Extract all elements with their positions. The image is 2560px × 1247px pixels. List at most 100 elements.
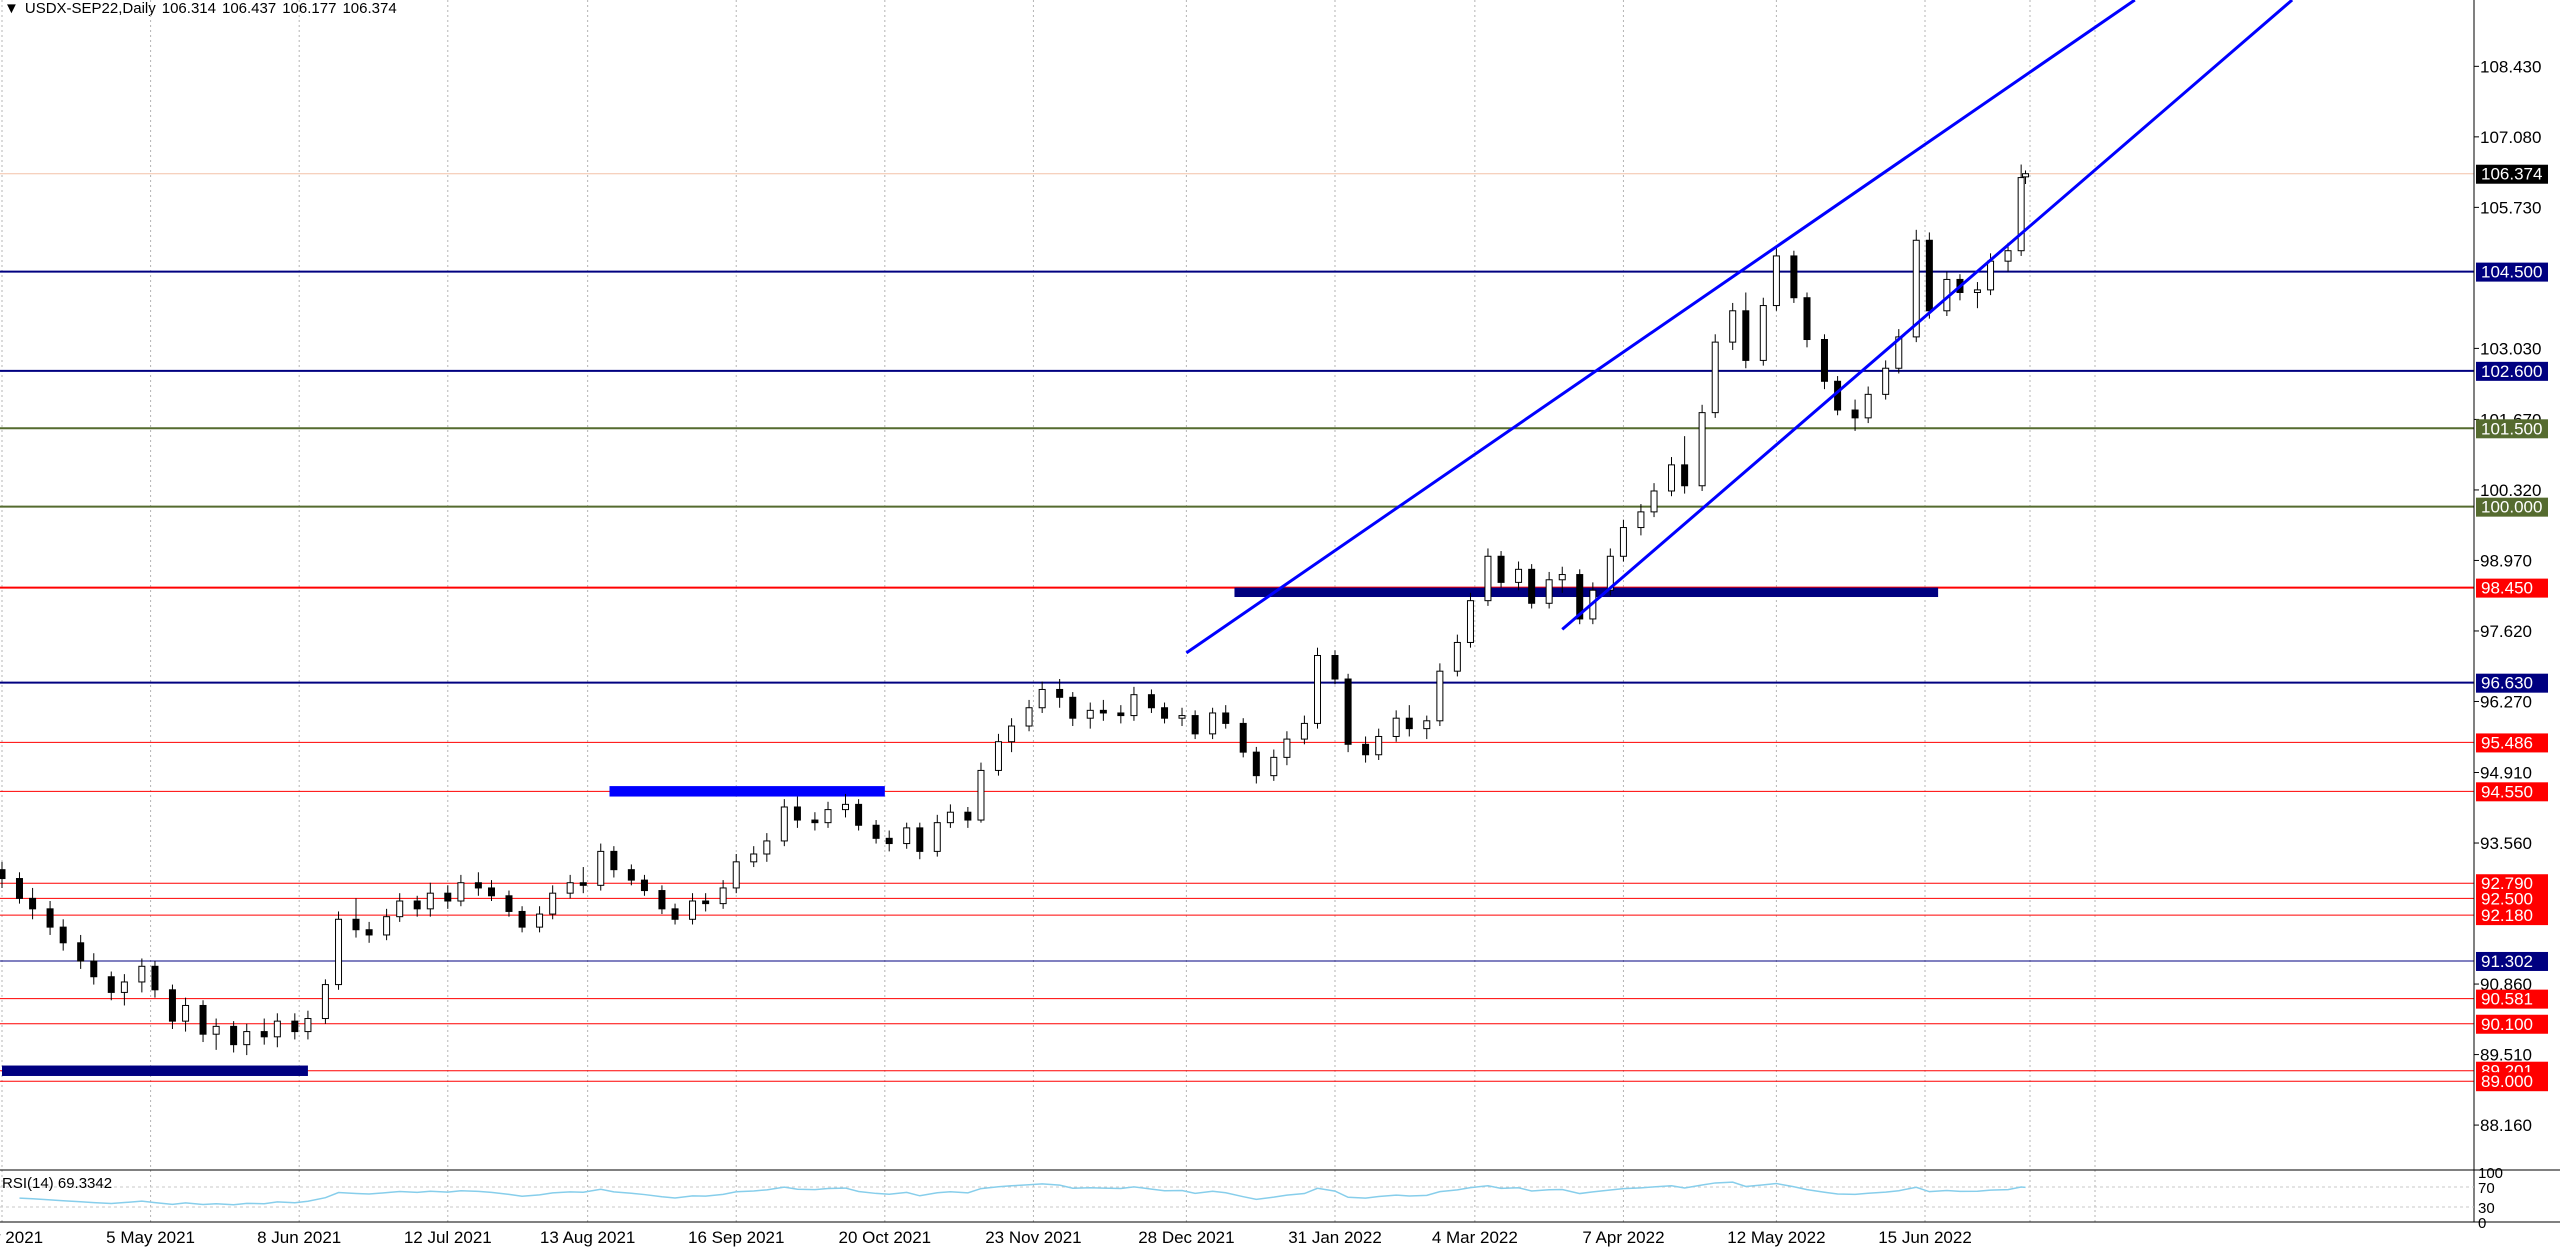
- candle-body: [0, 869, 6, 880]
- candle: [77, 934, 85, 969]
- candle: [212, 1018, 220, 1050]
- candle-body: [994, 741, 1002, 771]
- candle: [627, 864, 635, 886]
- price-tick-label: 100.320: [2480, 481, 2541, 500]
- level-price-label-bg: [2476, 578, 2548, 598]
- rsi-scale-label: 70: [2478, 1180, 2495, 1197]
- candle: [199, 1000, 207, 1043]
- candle-body: [1300, 722, 1308, 740]
- candle-body: [59, 926, 67, 944]
- candle: [304, 1010, 312, 1040]
- level-price-label-bg: [2476, 906, 2548, 926]
- candle: [1375, 728, 1383, 760]
- zone-rectangle: [2, 1065, 308, 1076]
- candle: [824, 801, 832, 828]
- date-tick-label: 1 Apr 2021: [0, 1228, 43, 1247]
- candle-body: [1069, 696, 1077, 719]
- candle: [151, 961, 159, 998]
- candle-body: [1864, 393, 1872, 419]
- candle-body: [1178, 715, 1186, 719]
- candle-body: [260, 1031, 268, 1038]
- candle: [352, 898, 360, 938]
- price-tick-label: 94.910: [2480, 764, 2532, 783]
- candle-body: [1423, 720, 1431, 730]
- candle-body: [1161, 707, 1169, 719]
- candle-body: [1668, 464, 1676, 492]
- candle: [182, 997, 190, 1032]
- candle: [1864, 386, 1872, 424]
- candle-body: [273, 1020, 281, 1038]
- candle: [1497, 551, 1505, 588]
- candle-body: [29, 897, 37, 910]
- candle: [1466, 592, 1474, 648]
- candle-body: [1772, 255, 1780, 307]
- level-price-label: 90.100: [2481, 1015, 2533, 1034]
- candle: [1729, 302, 1737, 350]
- collapse-arrow-icon[interactable]: ▼: [4, 0, 19, 17]
- candle-body: [1314, 655, 1322, 724]
- candle-body: [426, 892, 434, 910]
- candle-body: [1466, 600, 1474, 643]
- candle-body: [1987, 260, 1995, 291]
- candle-body: [1086, 709, 1094, 719]
- candle-body: [2022, 173, 2030, 178]
- candle-body: [199, 1004, 207, 1035]
- candle-body: [138, 965, 146, 983]
- candle: [610, 846, 618, 878]
- candle-body: [1436, 670, 1444, 722]
- candle-body: [1270, 756, 1278, 777]
- candle-body: [168, 989, 176, 1022]
- candle: [1331, 650, 1339, 685]
- candle-body: [304, 1018, 312, 1033]
- candle: [549, 885, 557, 920]
- candle-body: [1681, 464, 1689, 487]
- candle-body: [1025, 707, 1033, 727]
- candle-body: [780, 806, 788, 842]
- level-price-label-bg: [2476, 889, 2548, 909]
- date-tick-label: 4 Mar 2022: [1432, 1228, 1518, 1247]
- candle-body: [1453, 641, 1461, 672]
- candle: [933, 814, 941, 857]
- level-price-label: 91.302: [2481, 952, 2533, 971]
- candle-body: [1497, 555, 1505, 583]
- candle: [1117, 705, 1125, 724]
- candle-body: [243, 1031, 251, 1046]
- candle-body: [1008, 725, 1016, 743]
- channel-trendline: [1561, 0, 2294, 631]
- level-price-label-bg: [2476, 874, 2548, 894]
- candle: [763, 833, 771, 862]
- price-tick-label: 97.620: [2480, 622, 2532, 641]
- date-tick-label: 16 Sep 2021: [688, 1228, 784, 1247]
- candle: [658, 885, 666, 915]
- candle: [946, 804, 954, 828]
- candle-body: [1790, 255, 1798, 299]
- level-price-label-bg: [2476, 262, 2548, 282]
- candle-body: [1576, 574, 1584, 620]
- candle-body: [579, 882, 587, 886]
- candle-body: [1117, 712, 1125, 717]
- candle: [230, 1021, 238, 1053]
- candle-body: [627, 869, 635, 881]
- candle: [1056, 679, 1064, 708]
- candle-body: [566, 882, 574, 894]
- candle: [536, 906, 544, 933]
- candle: [1344, 673, 1352, 753]
- candle-body: [1252, 751, 1260, 777]
- high-value: 106.437: [221, 0, 277, 17]
- candle: [1283, 731, 1291, 766]
- price-tick-label: 105.730: [2480, 198, 2541, 217]
- candle: [964, 806, 972, 828]
- candle: [120, 974, 128, 1006]
- level-price-label-bg: [2476, 673, 2548, 693]
- date-tick-label: 15 Jun 2022: [1878, 1228, 1972, 1247]
- candle-body: [1606, 555, 1614, 591]
- candle: [426, 882, 434, 917]
- candle: [719, 880, 727, 909]
- level-price-label: 94.550: [2481, 782, 2533, 801]
- candle-body: [855, 803, 863, 826]
- candle-body: [396, 900, 404, 918]
- candle-body: [1650, 490, 1658, 513]
- candle: [1650, 483, 1658, 518]
- candle: [1025, 699, 1033, 732]
